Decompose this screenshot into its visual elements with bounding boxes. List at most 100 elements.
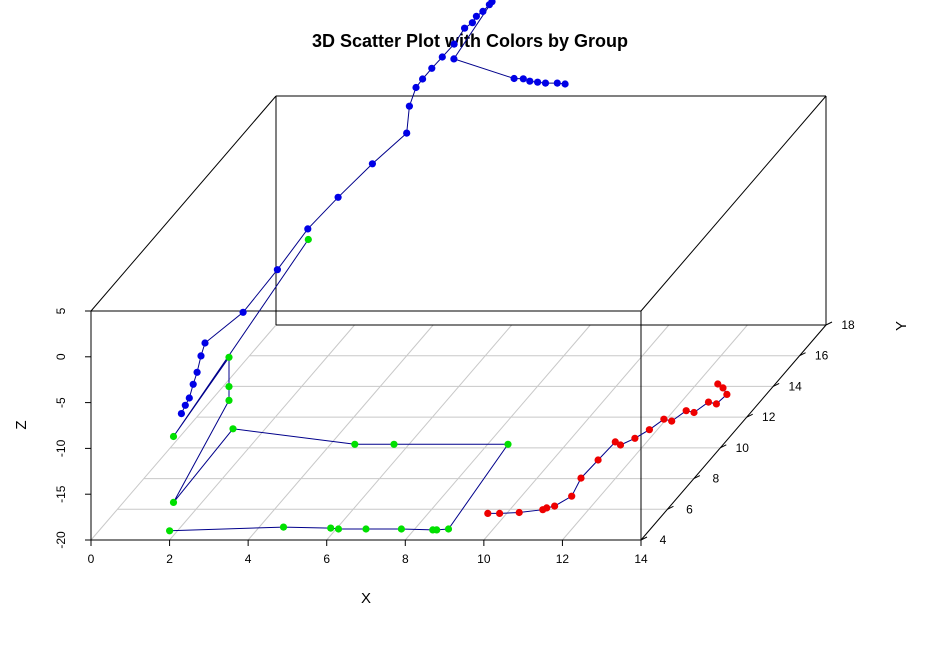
data-point [519, 75, 527, 83]
x-tick-label: 0 [88, 552, 95, 566]
data-point [450, 40, 458, 48]
x-axis-label: X [361, 590, 371, 607]
data-point [405, 102, 413, 110]
x-tick-label: 10 [477, 552, 491, 566]
y-tick [746, 413, 753, 418]
data-point [682, 407, 690, 415]
grid-line [90, 324, 277, 541]
data-point [631, 434, 639, 442]
data-point [553, 79, 561, 87]
data-point [510, 74, 518, 83]
data-point [419, 75, 427, 83]
data-point [444, 525, 453, 533]
y-tick [799, 352, 806, 357]
data-point [719, 384, 727, 392]
grid-line [326, 324, 513, 541]
data-point [193, 368, 201, 376]
y-tick [720, 444, 727, 449]
z-tick-label: 0 [54, 353, 68, 360]
data-point [479, 7, 487, 15]
data-point [279, 523, 288, 531]
data-point [327, 524, 335, 532]
y-tick-label: 6 [686, 502, 693, 516]
z-tick-label: -20 [54, 531, 68, 549]
x-tick-label: 6 [323, 552, 330, 566]
data-point [611, 438, 619, 446]
data-point [504, 440, 512, 448]
x-tick-label: 8 [402, 552, 409, 566]
data-point [526, 77, 534, 85]
data-point [239, 308, 247, 316]
data-point [551, 502, 559, 510]
data-point [334, 193, 342, 201]
z-tick-label: -15 [54, 485, 68, 503]
data-point [438, 53, 446, 61]
data-point [484, 509, 492, 517]
data-point [690, 408, 698, 417]
z-tick-label: -5 [54, 397, 68, 408]
grid-line [562, 324, 748, 541]
data-point [450, 55, 458, 63]
y-tick [640, 536, 648, 541]
data-point [515, 508, 523, 517]
y-tick [825, 321, 833, 326]
data-point [568, 492, 576, 500]
data-point [397, 525, 405, 533]
data-point [201, 339, 209, 347]
data-point [594, 456, 602, 464]
data-point [225, 383, 233, 391]
data-point [169, 432, 178, 441]
data-point [362, 525, 370, 533]
y-tick-label: 12 [762, 410, 776, 424]
data-point [185, 394, 193, 402]
data-point [351, 440, 359, 448]
axes: 0 2 4 6 8 10 12 14 -20 -15 -10 -5 0 5 4 6 8 10 12 14 16 18 [54, 307, 855, 566]
chart-title: 3D Scatter Plot with Colors by Group [312, 31, 628, 51]
data-point [577, 474, 585, 482]
top-right-depth-edge [640, 95, 827, 312]
grid-line [483, 324, 670, 541]
data-point [712, 400, 721, 408]
x-tick-label: 4 [245, 552, 252, 566]
top-left-depth-edge [90, 95, 277, 312]
data-point [181, 401, 189, 409]
y-axis-label: Y [893, 321, 910, 331]
data-point [390, 440, 398, 448]
data-point [304, 225, 312, 233]
y-tick-label: 14 [788, 379, 802, 393]
x-tick-label: 2 [166, 552, 173, 566]
data-point [433, 526, 441, 534]
y-tick-label: 18 [841, 318, 855, 332]
data-point [403, 129, 411, 137]
y-tick-label: 16 [815, 349, 829, 363]
y-tick [667, 505, 674, 510]
data-point [472, 12, 480, 20]
data-point [660, 415, 668, 423]
y-tick-label: 10 [736, 441, 750, 455]
data-point [461, 24, 469, 32]
data-point [304, 235, 312, 244]
data-point [723, 390, 731, 398]
data-point [177, 410, 185, 418]
z-tick-label: 5 [54, 307, 68, 314]
x-tick-label: 12 [556, 552, 570, 566]
data-point [225, 396, 233, 404]
data-point [488, 0, 496, 6]
data-point [616, 441, 625, 449]
z-axis-label: Z [13, 420, 30, 429]
data-point [169, 498, 178, 506]
data-point [668, 417, 676, 425]
data-point [543, 504, 551, 512]
data-point [412, 83, 420, 92]
data-point [428, 64, 436, 72]
data-point [714, 380, 722, 388]
data-point [368, 160, 376, 168]
data-point [561, 80, 569, 88]
grid-line [404, 324, 591, 541]
data-point [704, 398, 713, 406]
data-point [166, 527, 174, 535]
y-tick [772, 382, 780, 387]
x-tick-label: 14 [634, 552, 648, 566]
data-layer [166, 0, 731, 535]
